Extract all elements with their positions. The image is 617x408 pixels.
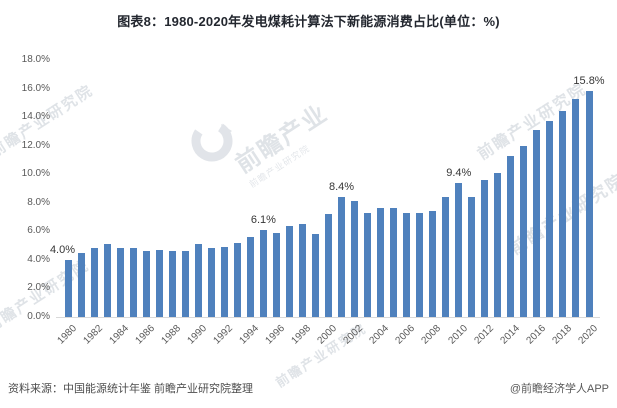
- bar-2016: [533, 129, 541, 317]
- x-tick-label: 2010: [446, 323, 470, 347]
- bar-2015: [520, 145, 528, 317]
- y-tick-label: 4.0%: [27, 253, 50, 265]
- bar-1980: [64, 259, 72, 317]
- bar-2010: [455, 182, 463, 317]
- bar-1998: [298, 224, 306, 317]
- data-label-2001: 8.4%: [328, 181, 355, 194]
- bar-2002: [351, 201, 359, 317]
- x-tick-label: 2008: [419, 323, 444, 347]
- bar-2004: [377, 208, 385, 317]
- x-tick-label: 1992: [211, 323, 236, 347]
- data-label-1980: 4.0%: [49, 243, 76, 256]
- bar-1994: [246, 237, 254, 317]
- bar-2000: [325, 214, 332, 317]
- bar-1982: [90, 248, 98, 317]
- x-tick-label: 2014: [498, 323, 522, 347]
- y-tick-label: 14.0%: [21, 111, 50, 123]
- bar-2017: [546, 121, 554, 317]
- x-tick-label: 1986: [133, 323, 157, 347]
- y-tick-label: 10.0%: [21, 168, 50, 180]
- x-tick-label: 1994: [237, 323, 262, 347]
- x-tick-label: 1998: [289, 323, 314, 347]
- bar-1999: [311, 234, 319, 317]
- bar-1996: [272, 232, 280, 317]
- x-tick-label: 1984: [107, 323, 131, 347]
- y-tick-label: 0.0%: [27, 311, 50, 322]
- bar-2005: [390, 208, 398, 317]
- bar-1987: [155, 249, 163, 317]
- bar-2020: [585, 91, 593, 317]
- bar-2018: [559, 111, 567, 317]
- x-tick-label: 1990: [185, 323, 210, 347]
- bar-1995: [259, 229, 267, 317]
- x-tick-label: 1988: [159, 323, 183, 347]
- data-label-1995: 6.1%: [250, 213, 276, 226]
- footer: 资料来源：中国能源统计年鉴 前瞻产业研究院整理 @前瞻经济学人APP: [8, 380, 609, 396]
- data-label-2010: 9.4%: [446, 166, 472, 179]
- x-tick-label: 2002: [341, 323, 366, 347]
- x-tick-label: 2012: [472, 323, 496, 347]
- bar-2019: [572, 98, 580, 317]
- y-tick-label: 18.0%: [21, 54, 50, 65]
- y-tick-label: 6.0%: [27, 225, 50, 237]
- chart-title: 图表8：1980-2020年发电煤耗计算法下新能源消费占比(单位：%): [117, 14, 500, 29]
- bar-2008: [429, 211, 437, 317]
- bar-2006: [403, 212, 411, 317]
- bar-2012: [481, 179, 489, 317]
- bar-1989: [181, 251, 189, 317]
- x-tick-label: 2018: [550, 323, 574, 347]
- bar-1984: [116, 248, 124, 317]
- bar-1993: [233, 242, 241, 317]
- bar-1997: [285, 225, 293, 317]
- x-tick-label: 2000: [315, 323, 340, 347]
- bar-2007: [416, 212, 424, 317]
- source-note: 资料来源：中国能源统计年鉴 前瞻产业研究院整理: [8, 383, 254, 395]
- bar-1990: [194, 244, 202, 317]
- x-tick-label: 2016: [524, 323, 548, 347]
- x-tick-label: 2004: [367, 323, 392, 347]
- y-tick-label: 2.0%: [27, 282, 50, 294]
- brand-credit: @前瞻经济学人APP: [509, 383, 609, 395]
- bar-1985: [129, 248, 137, 317]
- bar-2011: [468, 197, 476, 317]
- x-tick-label: 2006: [393, 323, 418, 347]
- bar-2003: [364, 212, 372, 317]
- bar-2014: [507, 155, 515, 317]
- y-tick-label: 16.0%: [21, 82, 50, 94]
- y-tick-label: 8.0%: [27, 196, 50, 208]
- data-label-2020: 15.8%: [573, 75, 605, 88]
- bar-1983: [103, 244, 111, 317]
- bar-1986: [142, 251, 150, 317]
- bar-2009: [442, 197, 450, 317]
- bar-1981: [77, 252, 85, 317]
- x-tick-label: 1982: [81, 323, 105, 347]
- y-tick-label: 12.0%: [21, 139, 50, 151]
- x-tick-label: 2020: [576, 323, 600, 347]
- x-tick-label: 1980: [55, 323, 79, 347]
- bar-1991: [207, 248, 215, 317]
- bar-1988: [168, 251, 176, 317]
- bar-2001: [338, 197, 346, 317]
- bar-2013: [494, 172, 502, 317]
- x-axis-line: [56, 317, 600, 318]
- x-tick-label: 1996: [263, 323, 288, 347]
- bar-1992: [220, 247, 228, 317]
